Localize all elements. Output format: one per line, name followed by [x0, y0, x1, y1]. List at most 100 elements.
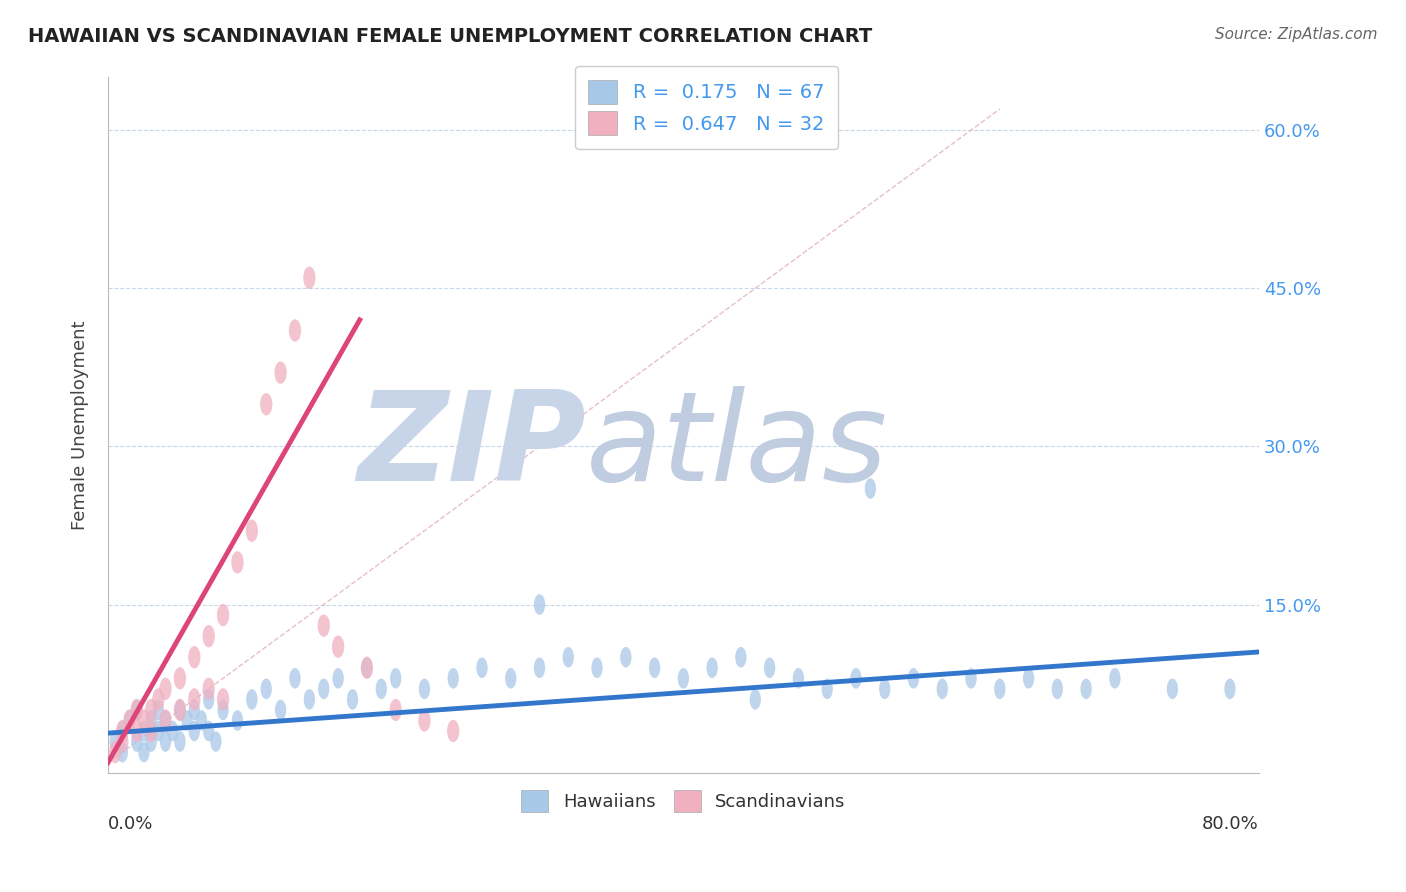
- Point: [118, 714, 141, 728]
- Text: 80.0%: 80.0%: [1202, 815, 1258, 833]
- Point: [1219, 681, 1241, 696]
- Point: [529, 661, 551, 675]
- Point: [212, 692, 235, 706]
- Text: HAWAIIAN VS SCANDINAVIAN FEMALE UNEMPLOYMENT CORRELATION CHART: HAWAIIAN VS SCANDINAVIAN FEMALE UNEMPLOY…: [28, 27, 872, 45]
- Point: [787, 671, 810, 685]
- Point: [212, 608, 235, 623]
- Point: [197, 629, 219, 643]
- Point: [312, 681, 335, 696]
- Point: [118, 714, 141, 728]
- Point: [988, 681, 1011, 696]
- Point: [499, 671, 522, 685]
- Point: [270, 366, 292, 380]
- Point: [104, 745, 127, 759]
- Point: [356, 661, 378, 675]
- Point: [1046, 681, 1069, 696]
- Point: [139, 714, 162, 728]
- Point: [176, 714, 198, 728]
- Point: [471, 661, 494, 675]
- Point: [125, 734, 148, 748]
- Point: [169, 703, 191, 717]
- Point: [1161, 681, 1184, 696]
- Point: [111, 724, 134, 739]
- Point: [744, 692, 766, 706]
- Point: [1074, 681, 1097, 696]
- Point: [183, 703, 205, 717]
- Text: atlas: atlas: [585, 385, 887, 507]
- Point: [845, 671, 868, 685]
- Point: [298, 692, 321, 706]
- Point: [370, 681, 392, 696]
- Point: [183, 692, 205, 706]
- Point: [104, 734, 127, 748]
- Point: [212, 703, 235, 717]
- Point: [125, 724, 148, 739]
- Point: [312, 618, 335, 632]
- Point: [413, 714, 436, 728]
- Point: [254, 681, 277, 696]
- Point: [326, 671, 349, 685]
- Point: [111, 745, 134, 759]
- Point: [139, 703, 162, 717]
- Point: [672, 671, 695, 685]
- Point: [413, 681, 436, 696]
- Point: [132, 724, 155, 739]
- Point: [139, 724, 162, 739]
- Point: [284, 671, 307, 685]
- Point: [356, 661, 378, 675]
- Point: [148, 692, 170, 706]
- Point: [162, 724, 184, 739]
- Point: [931, 681, 953, 696]
- Point: [148, 703, 170, 717]
- Point: [240, 692, 263, 706]
- Point: [1104, 671, 1126, 685]
- Point: [873, 681, 896, 696]
- Point: [226, 555, 249, 569]
- Point: [169, 703, 191, 717]
- Point: [183, 724, 205, 739]
- Text: 0.0%: 0.0%: [108, 815, 153, 833]
- Point: [586, 661, 609, 675]
- Point: [529, 598, 551, 612]
- Point: [700, 661, 723, 675]
- Point: [758, 661, 780, 675]
- Point: [148, 724, 170, 739]
- Point: [226, 714, 249, 728]
- Point: [284, 323, 307, 337]
- Point: [384, 671, 406, 685]
- Point: [125, 703, 148, 717]
- Point: [441, 671, 464, 685]
- Point: [197, 724, 219, 739]
- Text: ZIP: ZIP: [357, 385, 585, 507]
- Point: [139, 734, 162, 748]
- Text: Source: ZipAtlas.com: Source: ZipAtlas.com: [1215, 27, 1378, 42]
- Y-axis label: Female Unemployment: Female Unemployment: [72, 320, 89, 530]
- Point: [254, 397, 277, 411]
- Legend: Hawaiians, Scandinavians: Hawaiians, Scandinavians: [506, 776, 860, 827]
- Point: [190, 714, 212, 728]
- Point: [298, 270, 321, 285]
- Point: [111, 724, 134, 739]
- Point: [155, 714, 177, 728]
- Point: [903, 671, 925, 685]
- Point: [132, 714, 155, 728]
- Point: [169, 734, 191, 748]
- Point: [960, 671, 983, 685]
- Point: [557, 650, 579, 665]
- Point: [183, 650, 205, 665]
- Point: [342, 692, 364, 706]
- Point: [614, 650, 637, 665]
- Point: [730, 650, 752, 665]
- Point: [270, 703, 292, 717]
- Point: [240, 524, 263, 538]
- Point: [155, 734, 177, 748]
- Point: [111, 734, 134, 748]
- Point: [384, 703, 406, 717]
- Point: [155, 714, 177, 728]
- Point: [815, 681, 838, 696]
- Point: [125, 703, 148, 717]
- Point: [1018, 671, 1040, 685]
- Point: [132, 745, 155, 759]
- Point: [197, 681, 219, 696]
- Point: [644, 661, 666, 675]
